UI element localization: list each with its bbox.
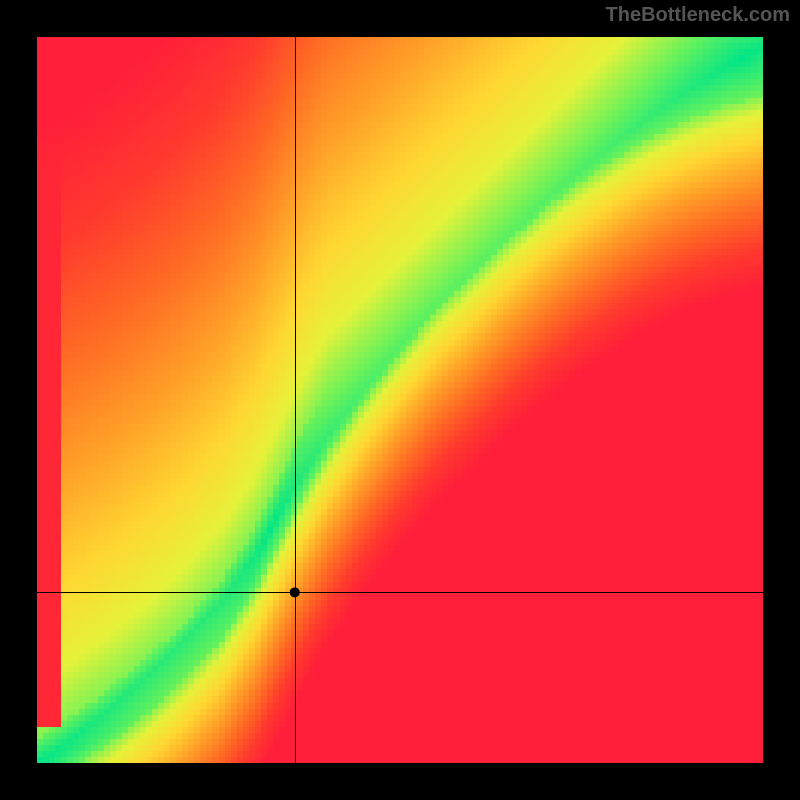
- chart-container: TheBottleneck.com: [0, 0, 800, 800]
- bottleneck-heatmap-canvas: [0, 0, 800, 800]
- watermark-text: TheBottleneck.com: [606, 4, 790, 27]
